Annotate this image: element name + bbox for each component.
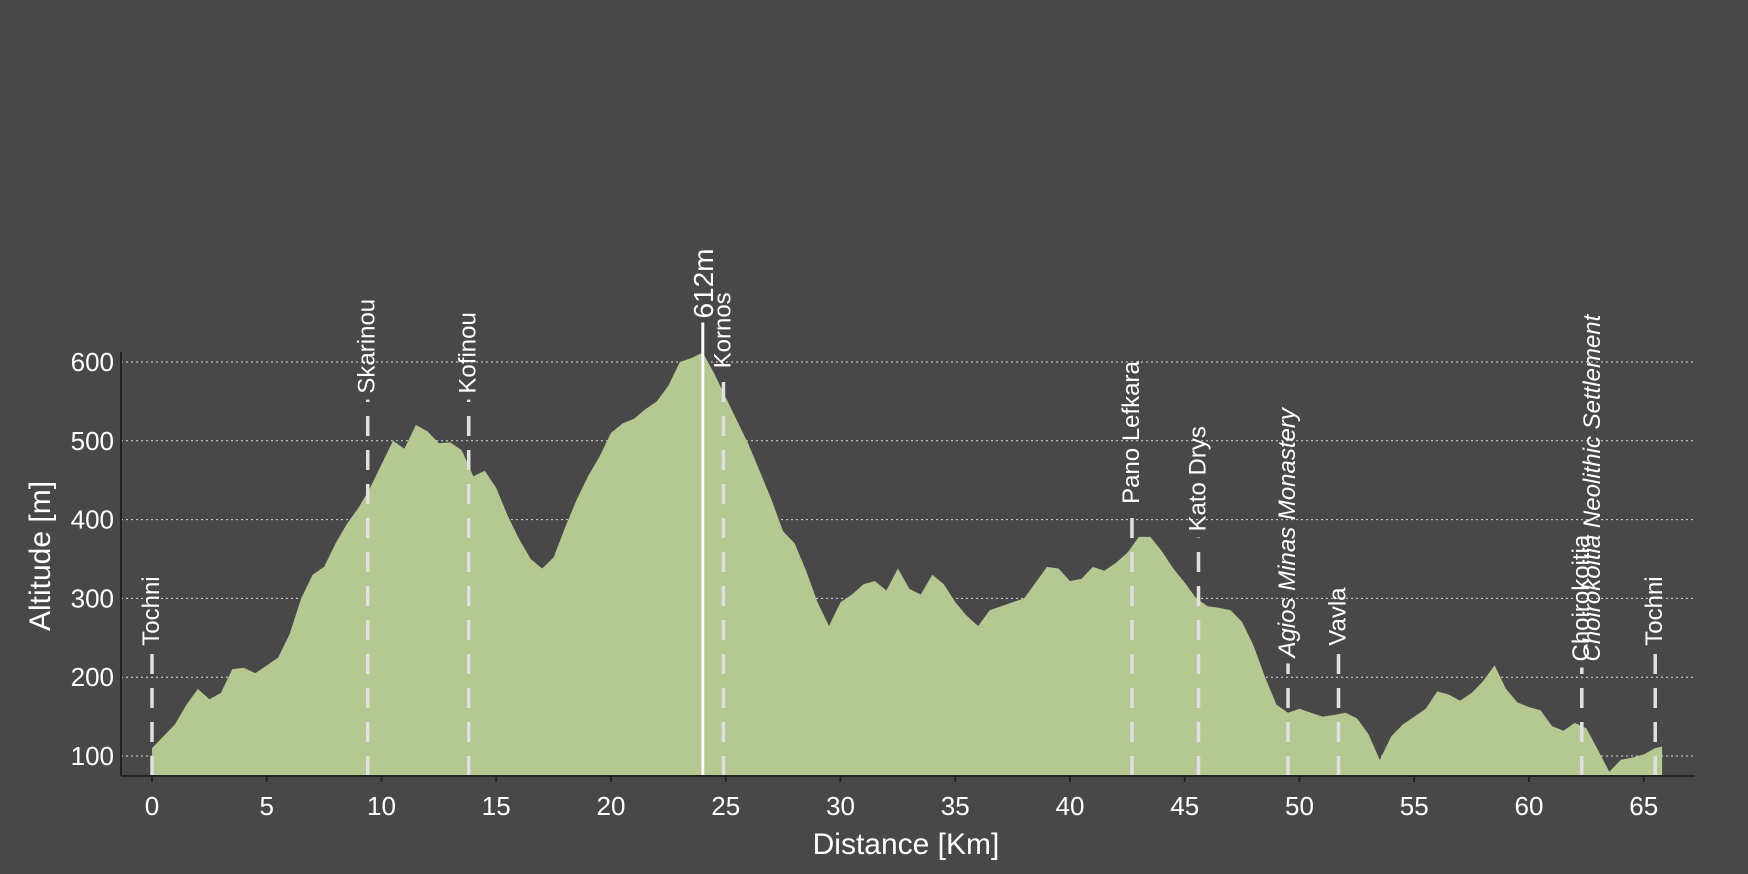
poi-label: Kofinou — [455, 312, 482, 393]
y-tick-label: 100 — [71, 741, 114, 771]
points-of-interest: Tochni Skarinou Kofinou Kornos Pano Lefkara K… — [138, 248, 1668, 776]
y-tick-label: 300 — [71, 583, 114, 613]
poi-label: Pano Lefkara — [1118, 360, 1145, 503]
y-tick-labels: 100 200 300 400 500 600 — [71, 347, 114, 771]
y-axis-title: Altitude [m] — [24, 481, 57, 631]
x-tick-label: 40 — [1056, 791, 1085, 821]
x-tick-label: 55 — [1400, 791, 1429, 821]
x-axis-title: Distance [Km] — [813, 828, 1000, 861]
poi-label: Choirokoitia Neolithic Settlement — [1579, 313, 1606, 661]
poi-label: Tochni — [138, 576, 165, 645]
poi-label: Vavla — [1325, 587, 1352, 646]
peak-label: 612m — [688, 248, 719, 318]
x-tick-label: 35 — [941, 791, 970, 821]
poi-label: Choirokoitia — [1568, 534, 1595, 661]
x-tick-label: 0 — [145, 791, 159, 821]
y-tick-label: 600 — [71, 347, 114, 377]
poi-label: Tochni — [1641, 576, 1668, 645]
x-tick-label: 45 — [1170, 791, 1199, 821]
x-tick-label: 10 — [367, 791, 396, 821]
y-tick-label: 400 — [71, 505, 114, 535]
y-tick-label: 500 — [71, 426, 114, 456]
poi-label: Kornos — [709, 292, 736, 368]
y-tick-label: 200 — [71, 662, 114, 692]
elevation-area — [152, 352, 1663, 776]
poi-label: Skarinou — [354, 299, 381, 394]
axes — [120, 352, 1695, 777]
x-tick-labels: 0 5 10 15 20 25 30 35 40 45 50 55 60 65 — [145, 776, 1658, 821]
x-tick-label: 65 — [1629, 791, 1658, 821]
elevation-area-fill — [152, 352, 1663, 776]
x-tick-label: 15 — [482, 791, 511, 821]
poi-label: Kato Drys — [1185, 426, 1212, 531]
x-tick-label: 20 — [597, 791, 626, 821]
x-tick-label: 30 — [826, 791, 855, 821]
poi-label: Agios Minas Monastery — [1274, 406, 1301, 659]
x-tick-label: 5 — [260, 791, 274, 821]
x-tick-label: 25 — [711, 791, 740, 821]
x-tick-label: 60 — [1515, 791, 1544, 821]
x-tick-label: 50 — [1285, 791, 1314, 821]
